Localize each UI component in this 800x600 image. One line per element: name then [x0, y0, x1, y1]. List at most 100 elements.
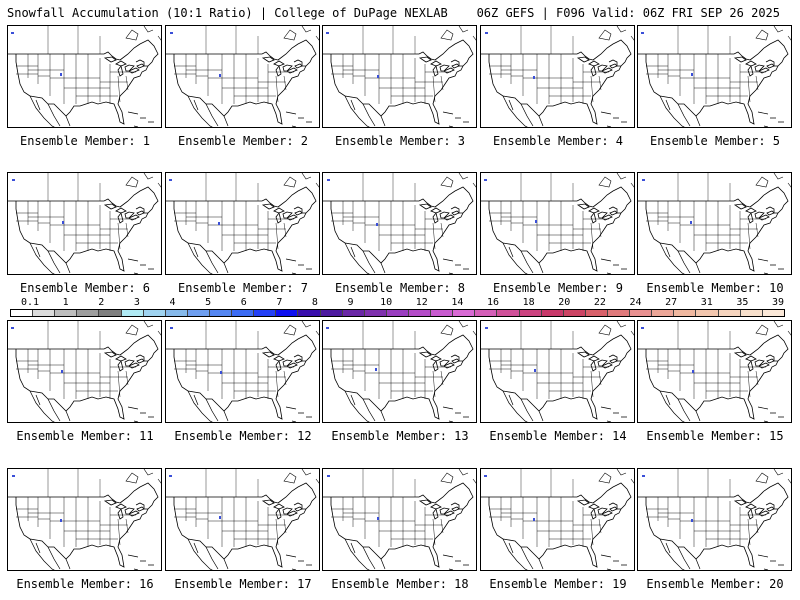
- snowfall-marks: [327, 475, 379, 520]
- colorbar-swatch: [585, 310, 608, 316]
- colorbar-swatch: [143, 310, 166, 316]
- ensemble-member-label: Ensemble Member: 1: [19, 134, 151, 148]
- colorbar-swatch: [674, 310, 697, 316]
- ensemble-member-label: Ensemble Member: 3: [334, 134, 466, 148]
- colorbar-tick-label: 2: [98, 297, 105, 308]
- colorbar-tick-label: 3: [133, 297, 140, 308]
- us-basemap: [166, 26, 319, 127]
- colorbar-swatch: [431, 310, 454, 316]
- colorbar-swatch: [254, 310, 277, 316]
- ensemble-member-label: Ensemble Member: 6: [19, 281, 151, 295]
- us-basemap: [481, 173, 634, 274]
- snowfall-marks: [485, 32, 535, 79]
- snowfall-marks: [169, 475, 221, 519]
- snowfall-marks: [642, 475, 693, 522]
- ensemble-member-label: Ensemble Member: 4: [492, 134, 624, 148]
- colorbar-tick-label: 31: [700, 297, 713, 308]
- snowfall-marks: [484, 179, 537, 223]
- colorbar-swatch: [696, 310, 719, 316]
- us-basemap: [481, 26, 634, 127]
- us-basemap: [323, 173, 476, 274]
- snowfall-colorbar: [10, 309, 785, 317]
- ensemble-member-label: Ensemble Member: 9: [492, 281, 624, 295]
- us-basemap: [8, 469, 161, 570]
- snowfall-marks: [485, 327, 536, 372]
- ensemble-map-19: [480, 468, 635, 571]
- snowfall-marks: [12, 179, 64, 224]
- ensemble-member-label: Ensemble Member: 7: [177, 281, 309, 295]
- colorbar-swatch: [298, 310, 321, 316]
- ensemble-map-6: [7, 172, 162, 275]
- colorbar-swatch: [718, 310, 741, 316]
- ensemble-member-label: Ensemble Member: 10: [646, 281, 784, 295]
- ensemble-map-12: [165, 320, 320, 423]
- colorbar-swatch: [364, 310, 387, 316]
- colorbar-swatch: [497, 310, 520, 316]
- header-title-left: Snowfall Accumulation (10:1 Ratio) | Col…: [7, 6, 448, 20]
- us-basemap: [8, 26, 161, 127]
- colorbar-swatch: [453, 310, 476, 316]
- colorbar-swatch: [121, 310, 144, 316]
- ensemble-map-4: [480, 25, 635, 128]
- colorbar-tick-label: 1: [62, 297, 69, 308]
- colorbar-tick-label: 5: [205, 297, 212, 308]
- snowfall-marks: [327, 179, 378, 226]
- colorbar-swatch: [77, 310, 100, 316]
- colorbar-tick-label: 20: [558, 297, 571, 308]
- colorbar-swatch: [165, 310, 188, 316]
- us-basemap: [638, 469, 791, 570]
- us-basemap: [638, 26, 791, 127]
- colorbar-tick-label: 35: [736, 297, 749, 308]
- colorbar-tick-label: 27: [665, 297, 678, 308]
- colorbar-swatch: [33, 310, 56, 316]
- colorbar-swatch: [475, 310, 498, 316]
- colorbar-tick-label: 6: [240, 297, 247, 308]
- colorbar-tick-label: 8: [311, 297, 318, 308]
- ensemble-map-18: [322, 468, 477, 571]
- ensemble-member-label: Ensemble Member: 17: [174, 577, 312, 591]
- us-basemap: [166, 321, 319, 422]
- ensemble-member-label: Ensemble Member: 19: [489, 577, 627, 591]
- ensemble-map-20: [637, 468, 792, 571]
- colorbar-tick-label: 22: [593, 297, 606, 308]
- colorbar-swatch: [607, 310, 631, 316]
- colorbar-swatch: [276, 310, 299, 316]
- us-basemap: [323, 321, 476, 422]
- colorbar-swatch: [519, 310, 542, 316]
- colorbar-tick-label: 10: [380, 297, 393, 308]
- colorbar-tick-label: 16: [487, 297, 500, 308]
- colorbar-swatch: [320, 310, 343, 316]
- snowfall-marks: [326, 32, 379, 78]
- us-basemap: [323, 469, 476, 570]
- ensemble-map-14: [480, 320, 635, 423]
- us-basemap: [481, 469, 634, 570]
- ensemble-member-label: Ensemble Member: 5: [649, 134, 781, 148]
- us-basemap: [166, 469, 319, 570]
- colorbar-tick-label: 24: [629, 297, 642, 308]
- colorbar-swatch: [630, 310, 653, 316]
- colorbar-tick-label: 12: [415, 297, 428, 308]
- ensemble-member-label: Ensemble Member: 8: [334, 281, 466, 295]
- colorbar-swatch: [187, 310, 210, 316]
- ensemble-map-5: [637, 25, 792, 128]
- colorbar-swatch: [652, 310, 675, 316]
- ensemble-map-17: [165, 468, 320, 571]
- colorbar-swatch: [209, 310, 233, 316]
- ensemble-map-3: [322, 25, 477, 128]
- colorbar-tick-label: 14: [451, 297, 464, 308]
- us-basemap: [638, 173, 791, 274]
- snowfall-marks: [170, 327, 222, 374]
- colorbar-swatch: [99, 310, 122, 316]
- snowfall-marks: [641, 32, 693, 76]
- snowfall-marks: [12, 475, 62, 522]
- ensemble-member-label: Ensemble Member: 16: [16, 577, 154, 591]
- snowfall-marks: [641, 327, 694, 373]
- us-basemap: [8, 173, 161, 274]
- colorbar-swatch: [386, 310, 409, 316]
- colorbar-swatch: [232, 310, 255, 316]
- ensemble-member-label: Ensemble Member: 13: [331, 429, 469, 443]
- colorbar-swatch: [541, 310, 564, 316]
- snowfall-marks: [11, 32, 62, 76]
- snowfall-marks: [169, 179, 220, 225]
- ensemble-map-10: [637, 172, 792, 275]
